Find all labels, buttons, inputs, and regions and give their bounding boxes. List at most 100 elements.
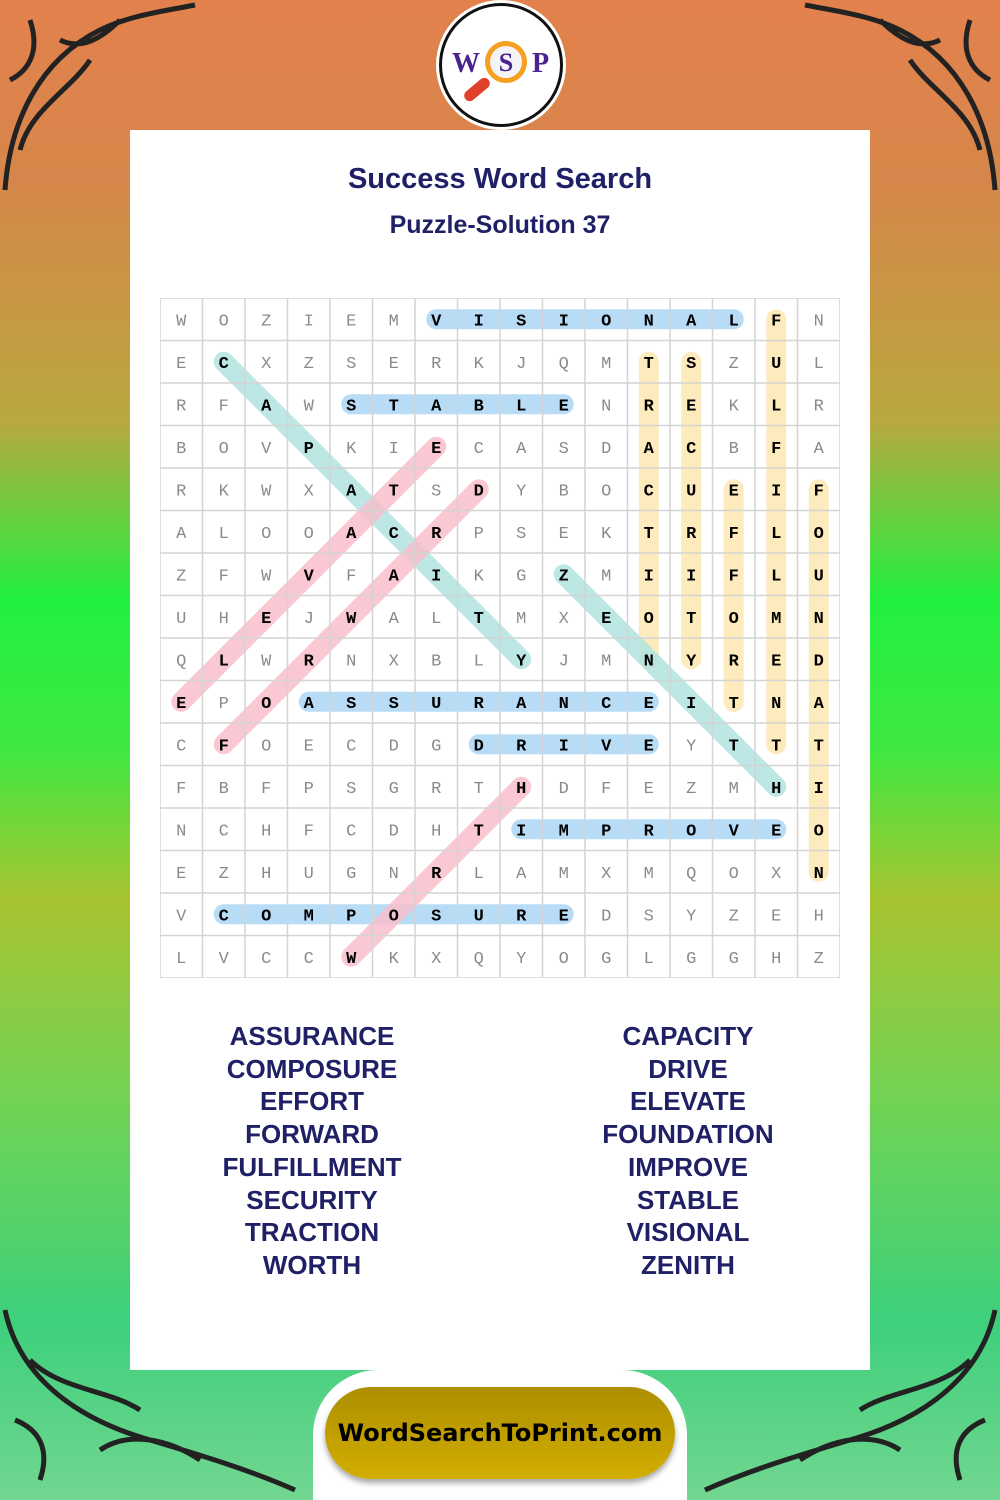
grid-letter: C [304, 950, 314, 969]
grid-letter: X [431, 950, 441, 969]
logo-letter: P [532, 48, 550, 79]
grid-letter: O [601, 482, 611, 501]
grid-letter: O [686, 822, 696, 841]
grid-letter: O [261, 695, 271, 714]
grid-letter: Z [729, 907, 739, 926]
solution-highlight-elevate [171, 436, 447, 712]
site-link-button[interactable]: WordSearchToPrint.com [325, 1387, 675, 1479]
grid-letter: E [176, 695, 186, 714]
grid-letter: Q [176, 652, 186, 671]
grid-letter: Z [304, 355, 314, 374]
grid-letter: A [814, 695, 825, 714]
grid-letter: Z [176, 567, 186, 586]
grid-letter: V [219, 950, 230, 969]
grid-letter: X [559, 610, 569, 629]
grid-letter: F [771, 440, 781, 459]
grid-letter: O [644, 610, 654, 629]
grid-letter: N [644, 652, 654, 671]
grid-letter: N [346, 652, 356, 671]
grid-letter: V [601, 737, 612, 756]
grid-letter: M [771, 610, 781, 629]
grid-letter: U [431, 695, 441, 714]
grid-letter: H [431, 822, 441, 841]
word-search-grid: W O Z I E M V I S I O N A L F N E C X Z S E R K J Q M T S Z U L R F A W S T A B… [160, 298, 840, 978]
grid-letter: R [431, 780, 441, 799]
grid-letter: L [219, 652, 229, 671]
logo-letter: W [452, 48, 480, 79]
grid-letter: S [686, 355, 696, 374]
word-list-right: CAPACITY DRIVE ELEVATE FOUNDATION IMPROVE STA… [538, 1020, 838, 1282]
grid-letter: F [219, 737, 229, 756]
corner-ornament [2, 1309, 297, 1493]
grid-letter: H [219, 610, 229, 629]
grid-letter: N [771, 695, 781, 714]
grid-letter: E [261, 610, 271, 629]
grid-letter: C [176, 737, 186, 756]
grid-letter: I [389, 440, 399, 459]
grid-letter: S [431, 482, 441, 501]
solution-highlight-worth [341, 776, 532, 967]
grid-letter: F [729, 525, 739, 544]
grid-letter: T [474, 610, 484, 629]
grid-letter: U [304, 865, 314, 884]
grid-letter: M [559, 822, 569, 841]
grid-letter: A [346, 482, 357, 501]
grid-letter: F [601, 780, 611, 799]
grid-letter: F [771, 312, 781, 331]
grid-letter: O [219, 440, 229, 459]
corner-ornament [804, 2, 998, 191]
word-list-item: EFFORT [260, 1086, 364, 1117]
grid-letter: W [261, 482, 272, 501]
grid-letter: G [431, 737, 441, 756]
grid-letter: G [516, 567, 526, 586]
grid-letter: R [814, 397, 824, 416]
grid-letter: R [644, 822, 655, 841]
grid-letter: B [559, 482, 569, 501]
grid-letter: Z [729, 355, 739, 374]
grid-letter: W [261, 567, 272, 586]
grid-letter: J [559, 652, 569, 671]
grid-letter: G [389, 780, 399, 799]
grid-letter: Z [814, 950, 824, 969]
grid-letter: T [474, 780, 484, 799]
grid-letter: A [389, 610, 400, 629]
grid-letter: E [771, 907, 781, 926]
grid-letter: C [346, 737, 356, 756]
grid-letter: L [431, 610, 441, 629]
site-link-label: WordSearchToPrint.com [337, 1419, 663, 1447]
grid-letter: C [219, 822, 229, 841]
grid-letter: A [304, 695, 315, 714]
grid-letter: U [474, 907, 484, 926]
grid-letter: M [729, 780, 739, 799]
grid-letter: E [601, 610, 611, 629]
grid-letter: I [644, 567, 654, 586]
grid-letter: A [686, 312, 697, 331]
grid-letter: S [644, 907, 654, 926]
grid-letter: R [516, 907, 527, 926]
grid-letter: S [516, 525, 526, 544]
grid-letter: V [176, 907, 187, 926]
grid-letter: O [261, 907, 271, 926]
page-title: Success Word Search [347, 163, 653, 195]
grid-letter: D [474, 737, 484, 756]
grid-letter: O [559, 950, 569, 969]
grid-letter: M [559, 865, 569, 884]
grid-letter: X [601, 865, 611, 884]
word-list-item: ELEVATE [629, 1086, 747, 1117]
grid-letter: O [601, 312, 611, 331]
grid-letter: V [729, 822, 740, 841]
word-list-item: CAPACITY [622, 1021, 754, 1051]
grid-letter: C [346, 822, 356, 841]
grid-letter: Y [516, 652, 527, 671]
grid-letter: L [474, 652, 484, 671]
grid-letter: G [346, 865, 356, 884]
word-list-item: FORWARD [245, 1119, 379, 1150]
grid-letter: P [219, 695, 229, 714]
grid-letter: G [729, 950, 739, 969]
grid-letter: D [474, 482, 484, 501]
logo-letter: S [498, 48, 514, 77]
grid-letter: A [644, 440, 655, 459]
grid-letter: A [814, 440, 825, 459]
grid-letter: H [516, 780, 526, 799]
grid-letter: K [474, 567, 485, 586]
